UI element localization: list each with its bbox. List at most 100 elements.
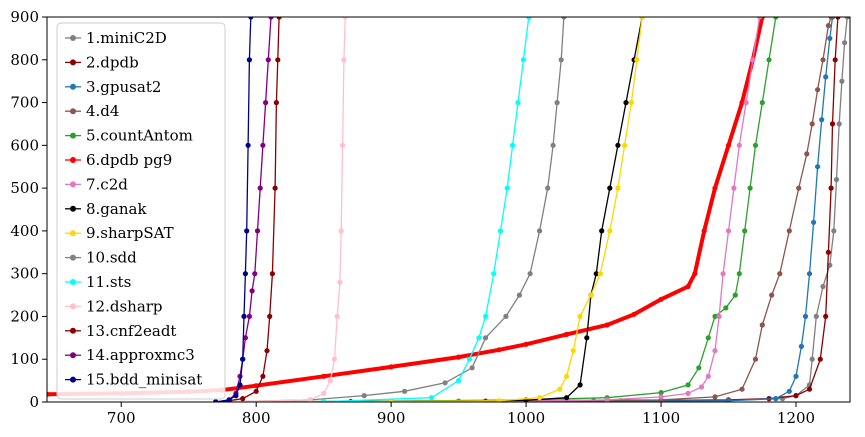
data-point <box>743 100 749 106</box>
data-point <box>712 348 718 354</box>
data-point <box>793 373 799 379</box>
x-tick-label: 800 <box>242 409 271 427</box>
legend-swatch-marker <box>70 279 76 285</box>
legend-swatch-marker <box>70 157 76 163</box>
data-point <box>570 348 576 354</box>
data-point <box>802 313 809 319</box>
series-line <box>215 17 643 402</box>
data-point <box>813 313 819 319</box>
data-point <box>615 185 621 191</box>
data-point <box>631 311 637 317</box>
legend-label: 14.approxmc3 <box>86 346 195 364</box>
data-point <box>819 117 825 123</box>
data-point <box>827 35 833 42</box>
data-point <box>604 322 610 328</box>
legend-label: 7.c2d <box>86 175 128 193</box>
legend-swatch-marker <box>70 83 76 90</box>
data-point <box>240 356 246 362</box>
data-point <box>558 57 564 63</box>
data-point <box>736 142 742 148</box>
legend-entry: 12.dsharp <box>65 297 163 315</box>
legend-swatch-marker <box>70 230 76 237</box>
data-point <box>820 57 826 63</box>
y-tick-label: 600 <box>10 136 39 154</box>
data-point <box>725 142 732 148</box>
data-point <box>516 292 523 298</box>
data-point <box>47 391 50 397</box>
data-point <box>497 228 504 234</box>
series-15 <box>213 17 254 402</box>
data-point <box>254 228 261 234</box>
data-point <box>839 78 845 84</box>
data-point <box>759 322 765 328</box>
legend-label: 6.dpdb pg9 <box>86 151 172 169</box>
data-point <box>725 398 732 402</box>
y-tick-label: 800 <box>10 51 39 69</box>
data-point <box>388 364 394 370</box>
data-point <box>829 121 836 127</box>
data-point <box>537 395 543 401</box>
data-point <box>456 378 462 384</box>
data-point <box>504 185 510 191</box>
legend-label: 2.dpdb <box>86 53 139 71</box>
data-point <box>331 356 338 362</box>
y-tick-label: 400 <box>10 222 39 240</box>
data-point <box>725 228 732 234</box>
data-point <box>402 388 408 394</box>
data-point <box>723 305 729 311</box>
data-point <box>639 17 645 20</box>
data-point <box>806 386 813 392</box>
series-11 <box>213 17 532 402</box>
series-line <box>215 17 643 402</box>
data-point <box>766 57 772 63</box>
data-point <box>828 17 834 20</box>
plot-frame <box>46 16 851 403</box>
data-point <box>527 271 533 277</box>
legend-swatch-marker <box>70 303 76 310</box>
legend-swatch-marker <box>70 35 76 41</box>
data-point <box>337 279 343 285</box>
data-point <box>584 335 590 341</box>
data-point <box>705 335 711 341</box>
legend-label: 15.bdd_minisat <box>86 371 202 389</box>
data-point <box>701 228 707 234</box>
data-point <box>658 390 664 396</box>
legend-label: 8.ganak <box>86 200 147 218</box>
series-13 <box>213 17 282 402</box>
data-point <box>554 100 560 106</box>
data-point <box>515 100 521 106</box>
data-point <box>577 313 583 319</box>
x-tick-label: 1100 <box>642 409 680 427</box>
x-tick-label: 1000 <box>507 409 545 427</box>
data-point <box>607 185 613 191</box>
data-point <box>742 228 748 234</box>
data-point <box>825 23 832 29</box>
data-point <box>242 271 248 277</box>
data-point <box>591 398 597 402</box>
data-point <box>623 100 629 106</box>
data-point <box>712 313 718 319</box>
data-point <box>267 313 273 319</box>
legend-label: 13.cnf2eadt <box>86 322 176 340</box>
data-point <box>835 17 841 20</box>
legend-label: 10.sdd <box>86 249 137 267</box>
y-tick-label: 700 <box>10 94 39 112</box>
data-point <box>246 313 252 319</box>
data-point <box>685 283 691 290</box>
data-point <box>550 142 556 148</box>
data-point <box>242 335 248 341</box>
data-point <box>815 164 821 170</box>
data-point <box>263 100 269 106</box>
x-tick-label: 1200 <box>777 409 815 427</box>
legend-entry: 3.gpusat2 <box>65 78 161 96</box>
data-point <box>809 121 815 127</box>
data-point <box>752 142 759 148</box>
data-point <box>842 40 848 46</box>
data-point <box>537 228 543 234</box>
series-line <box>215 17 777 402</box>
data-point <box>716 313 722 319</box>
data-point <box>752 356 759 362</box>
series-5 <box>213 17 779 402</box>
legend-entry: 8.ganak <box>65 200 147 218</box>
data-point <box>237 373 243 379</box>
